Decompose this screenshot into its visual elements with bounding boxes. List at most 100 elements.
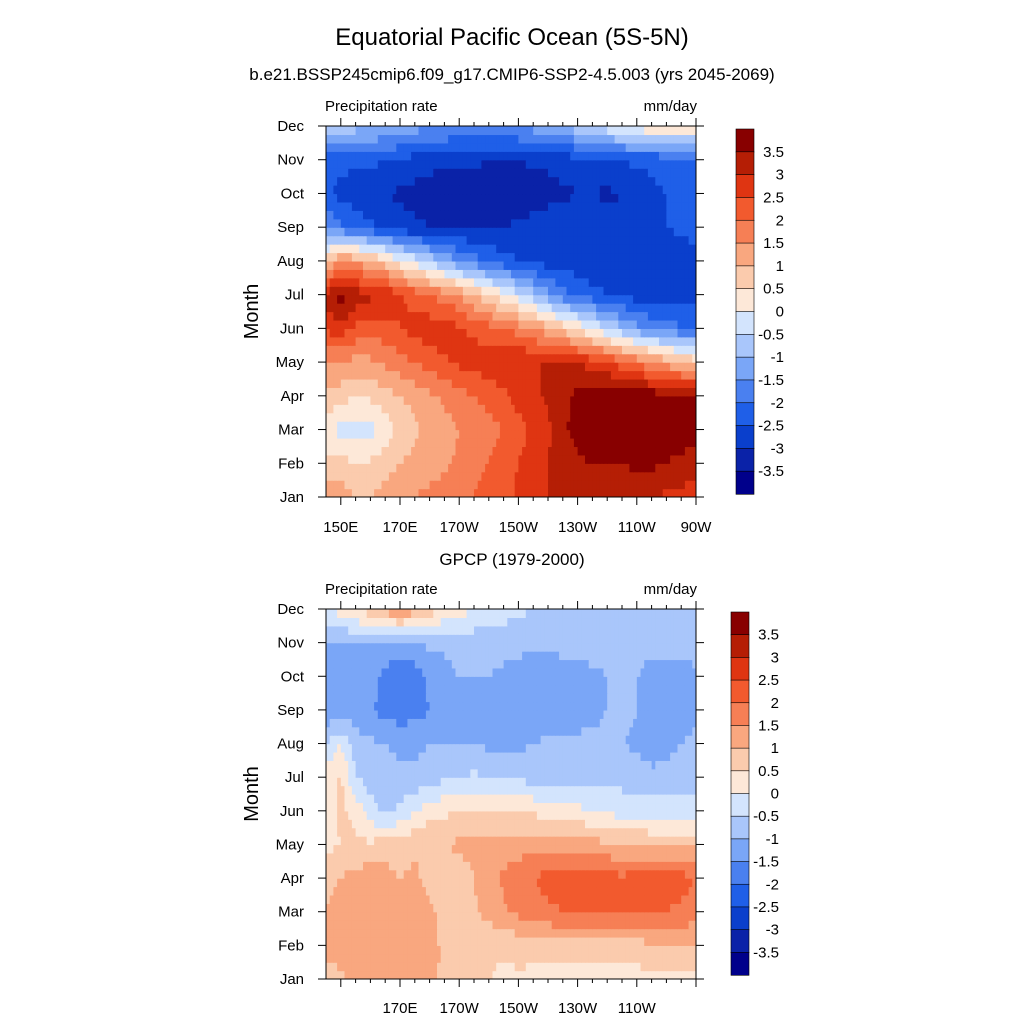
field-cell (559, 378, 564, 388)
field-cell (573, 395, 579, 405)
field-cell (681, 201, 686, 211)
field-cell (485, 454, 490, 464)
field-cell (340, 353, 346, 363)
field-cell (488, 945, 494, 955)
field-cell (603, 142, 608, 152)
field-cell (418, 378, 423, 388)
field-cell (359, 404, 364, 414)
field-cell (488, 294, 494, 304)
field-cell (662, 970, 667, 979)
field-cell (448, 429, 453, 439)
field-cell (481, 185, 486, 195)
field-cell (440, 378, 445, 388)
field-cell (673, 395, 679, 405)
field-cell (592, 488, 597, 497)
field-cell (366, 378, 371, 388)
field-cell (455, 454, 460, 464)
field-cell (429, 336, 434, 346)
field-cell (514, 303, 519, 313)
field-cell (485, 193, 490, 203)
field-cell (359, 286, 364, 296)
field-cell (592, 429, 597, 439)
field-cell (466, 429, 471, 439)
field-cell (507, 134, 512, 144)
field-cell (529, 210, 534, 220)
field-cell (388, 142, 394, 152)
field-cell (381, 269, 386, 279)
field-cell (673, 227, 679, 237)
field-cell (559, 218, 564, 228)
field-cell (329, 260, 334, 270)
field-cell (681, 185, 686, 195)
field-cell (644, 362, 649, 372)
field-cell (566, 126, 571, 136)
field-cell (462, 387, 468, 397)
field-cell (492, 463, 497, 473)
field-cell (337, 421, 342, 431)
field-cell (429, 463, 434, 473)
field-cell (440, 286, 445, 296)
field-cell (418, 945, 423, 955)
field-cell (551, 126, 556, 136)
field-cell (644, 404, 649, 414)
field-cell (670, 134, 675, 144)
field-cell (659, 142, 664, 152)
field-cell (673, 437, 679, 448)
field-cell (670, 378, 675, 388)
field-cell (522, 488, 527, 497)
field-cell (662, 319, 667, 329)
x-tick-label: 170W (440, 519, 480, 536)
field-cell (351, 151, 357, 161)
field-cell (666, 378, 671, 388)
field-cell (673, 311, 679, 321)
field-cell (588, 159, 593, 169)
field-cell (340, 286, 346, 296)
field-cell (451, 480, 457, 490)
field-cell (329, 970, 334, 979)
field-cell (459, 201, 464, 211)
field-cell (548, 269, 553, 279)
field-cell (551, 353, 556, 363)
field-cell (681, 134, 686, 144)
field-cell (655, 962, 660, 972)
field-cell (559, 446, 564, 456)
field-cell (511, 277, 516, 287)
field-cell (400, 142, 405, 152)
field-cell (477, 311, 482, 321)
field-cell (647, 345, 653, 355)
field-cell (588, 446, 593, 456)
field-cell (477, 328, 482, 338)
field-cell (592, 328, 597, 338)
field-cell (333, 286, 338, 296)
field-cell (359, 294, 364, 304)
field-cell (514, 193, 519, 203)
field-cell (625, 945, 630, 955)
field-cell (596, 421, 601, 431)
panel-title: GPCP (1979-2000) (439, 550, 584, 569)
field-cell (451, 252, 457, 262)
field-cell (536, 970, 542, 979)
field-cell (544, 962, 549, 972)
field-cell (440, 244, 445, 254)
field-cell (551, 269, 556, 279)
field-cell (329, 244, 334, 254)
field-cell (414, 134, 420, 144)
field-cell (455, 345, 460, 355)
field-cell (633, 176, 638, 186)
field-cell (422, 252, 427, 262)
field-cell (640, 480, 645, 490)
field-cell (351, 370, 357, 380)
field-cell (662, 303, 667, 313)
field-cell (647, 370, 653, 380)
field-cell (633, 126, 638, 136)
field-cell (577, 193, 582, 203)
field-cell (536, 446, 542, 456)
field-cell (462, 260, 468, 270)
field-cell (514, 126, 519, 136)
field-cell (333, 134, 338, 144)
field-cell (596, 235, 601, 245)
field-cell (588, 168, 593, 178)
field-cell (644, 471, 649, 481)
field-cell (614, 437, 619, 448)
field-cell (370, 345, 375, 355)
